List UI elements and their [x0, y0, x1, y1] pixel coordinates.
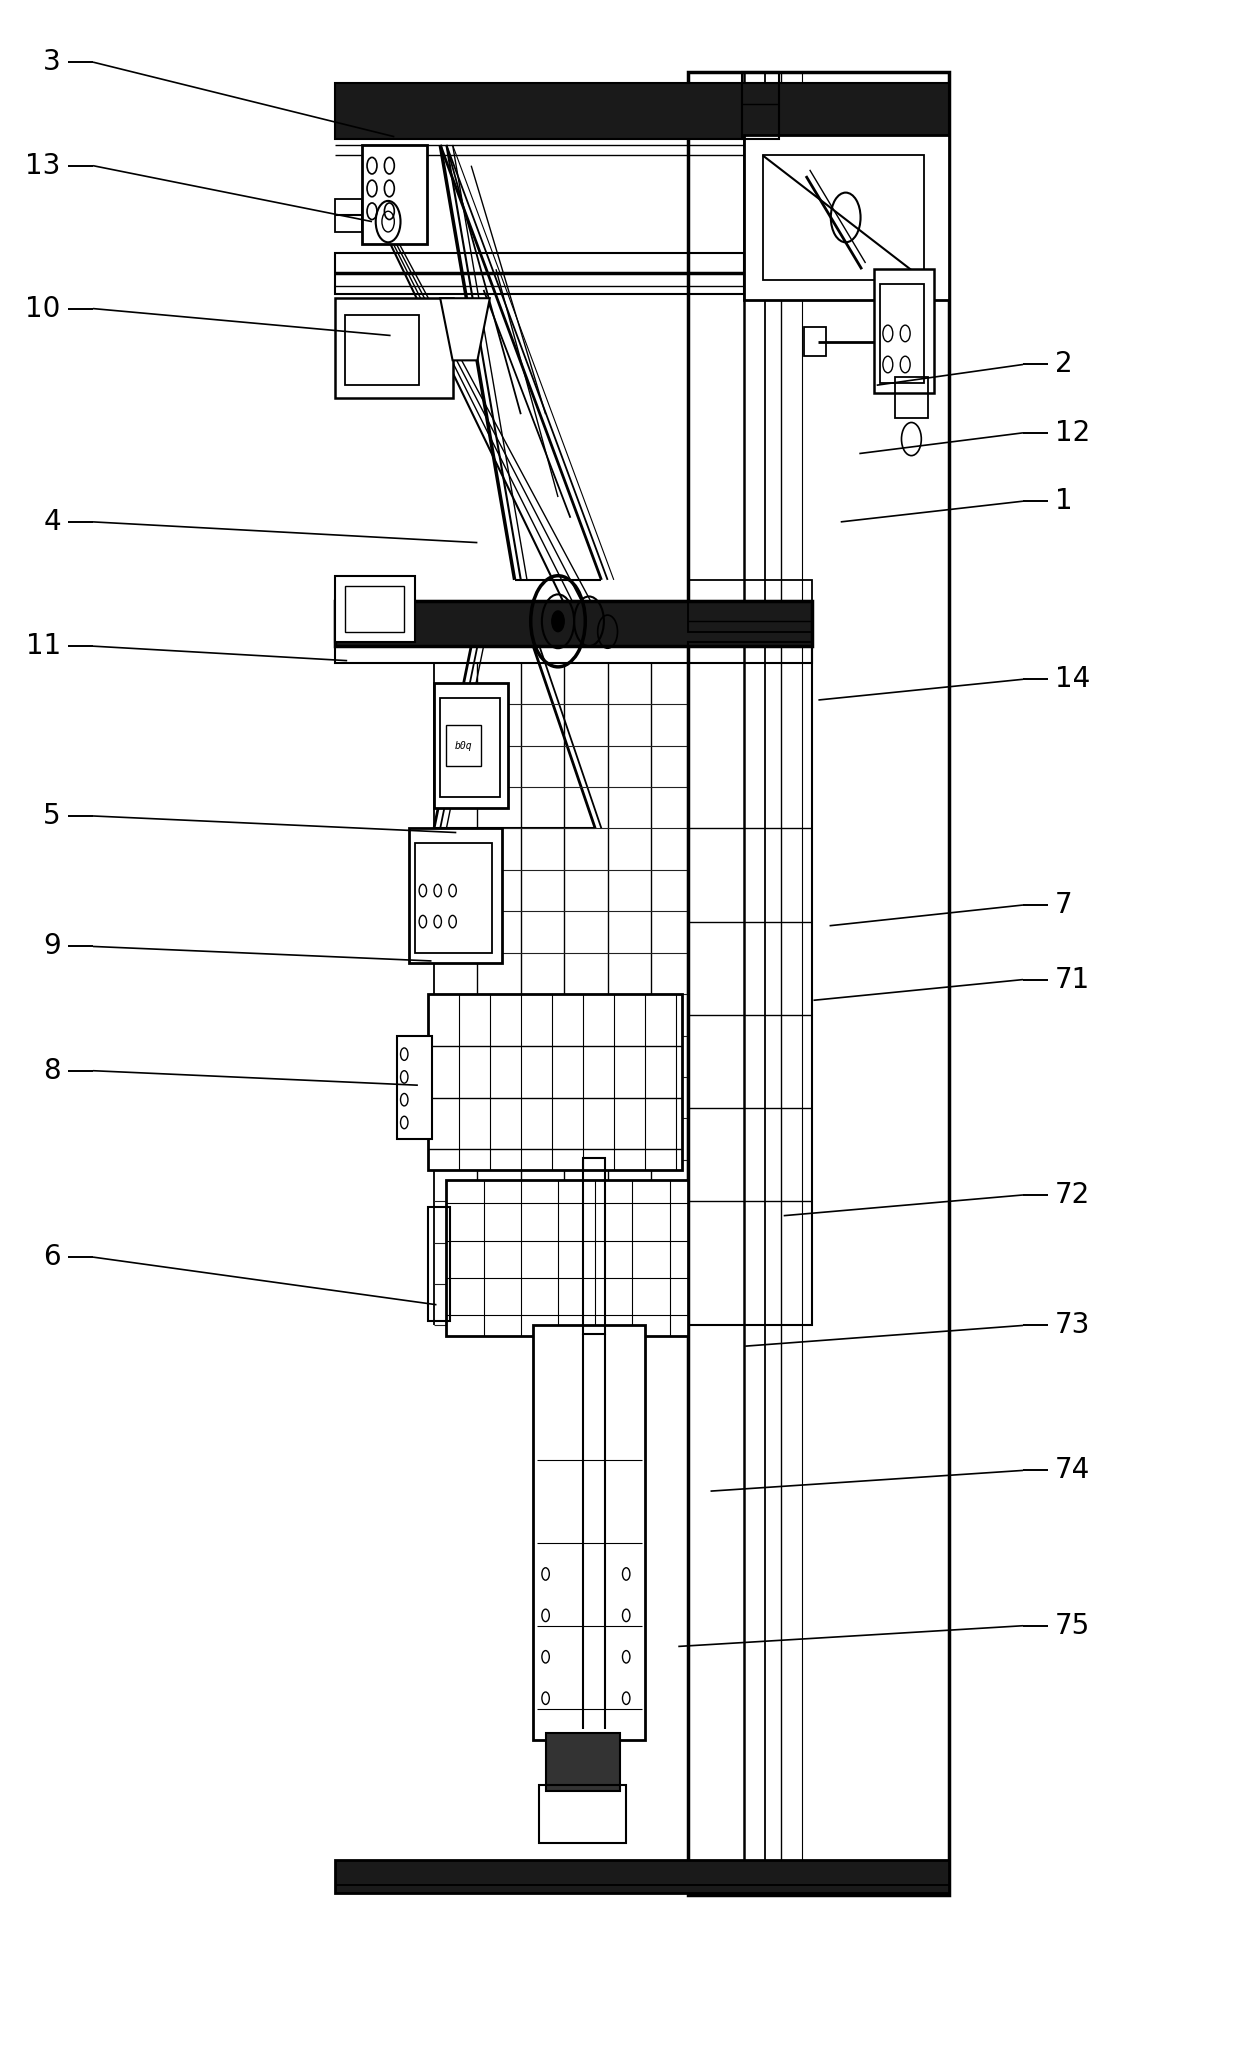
- Text: 6: 6: [43, 1243, 61, 1272]
- Bar: [533, 1325, 645, 1740]
- Bar: [804, 327, 826, 356]
- Bar: [434, 683, 508, 808]
- Text: 74: 74: [1055, 1456, 1090, 1485]
- Text: 75: 75: [1055, 1611, 1090, 1640]
- Bar: [583, 1158, 605, 1334]
- Text: 12: 12: [1055, 418, 1090, 447]
- Bar: [335, 298, 453, 398]
- Bar: [546, 1733, 620, 1791]
- Bar: [335, 83, 949, 139]
- Text: 7: 7: [1055, 891, 1073, 920]
- Bar: [409, 828, 502, 963]
- Bar: [345, 586, 404, 632]
- Bar: [688, 642, 812, 1325]
- Text: 9: 9: [43, 932, 61, 961]
- Text: 73: 73: [1055, 1311, 1091, 1340]
- Bar: [397, 1036, 432, 1139]
- Bar: [345, 315, 419, 385]
- Text: 2: 2: [1055, 350, 1073, 379]
- Bar: [539, 1785, 626, 1843]
- Text: 5: 5: [43, 801, 61, 830]
- Circle shape: [552, 611, 564, 632]
- Bar: [744, 135, 949, 300]
- Bar: [874, 269, 934, 393]
- Bar: [895, 377, 928, 418]
- Bar: [335, 1860, 949, 1893]
- Text: 3: 3: [43, 48, 61, 77]
- Bar: [415, 843, 492, 953]
- Text: 72: 72: [1055, 1180, 1090, 1209]
- Bar: [688, 72, 949, 1895]
- Bar: [362, 145, 427, 244]
- Bar: [742, 72, 779, 139]
- Bar: [446, 1180, 688, 1336]
- Text: 13: 13: [25, 151, 61, 180]
- Text: 10: 10: [25, 294, 61, 323]
- Bar: [688, 580, 812, 632]
- Bar: [428, 994, 682, 1170]
- Bar: [335, 253, 744, 294]
- Text: 8: 8: [43, 1056, 61, 1085]
- Bar: [880, 284, 924, 383]
- Bar: [428, 1207, 450, 1321]
- Text: 1: 1: [1055, 487, 1073, 516]
- Polygon shape: [440, 298, 490, 360]
- Bar: [335, 576, 415, 642]
- Bar: [335, 199, 362, 232]
- Bar: [440, 698, 500, 797]
- Text: 11: 11: [26, 632, 61, 661]
- Text: 14: 14: [1055, 665, 1090, 694]
- Bar: [446, 725, 481, 766]
- Text: b0q: b0q: [455, 741, 472, 750]
- Text: 71: 71: [1055, 965, 1090, 994]
- Bar: [763, 155, 924, 280]
- Bar: [335, 601, 812, 646]
- Text: 4: 4: [43, 507, 61, 536]
- Bar: [335, 601, 812, 663]
